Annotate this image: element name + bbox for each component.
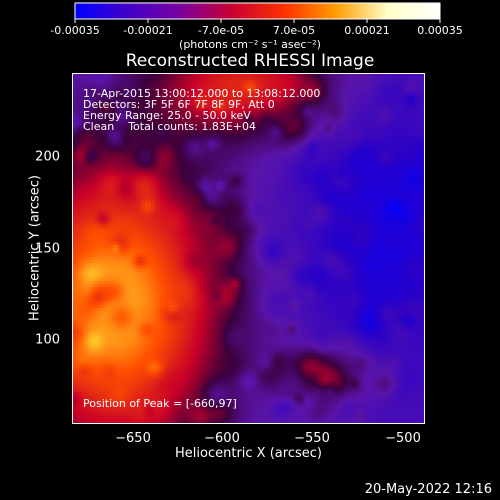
colorbar-tick-label: 0.00021	[344, 24, 390, 37]
x-tick-label: −550	[294, 431, 330, 446]
timestamp: 20-May-2022 12:16	[364, 482, 492, 497]
annotation-energy-range: Energy Range: 25.0 - 50.0 keV	[83, 109, 251, 122]
colorbar-tick-label: -0.00035	[50, 24, 100, 37]
heatmap-plot-area: 17-Apr-2015 13:00:12.000 to 13:08:12.000…	[72, 73, 425, 424]
colorbar-tick-label: 7.0e-05	[272, 24, 316, 37]
colorbar-unit-label: (photons cm⁻² s⁻¹ asec⁻²)	[179, 38, 321, 51]
y-tick-label: 150	[35, 241, 60, 257]
annotation-detectors: Detectors: 3F 5F 6F 7F 8F 9F, Att 0	[83, 98, 275, 111]
y-axis-label: Heliocentric Y (arcsec)	[27, 175, 43, 321]
annotation-peak-position: Position of Peak = [-660,97]	[83, 397, 237, 410]
x-tick-label: −600	[204, 431, 240, 446]
y-tick-label: 100	[35, 332, 60, 348]
annotation-clean-counts: Clean Total counts: 1.83E+04	[83, 120, 257, 133]
chart-title: Reconstructed RHESSI Image	[125, 51, 375, 71]
colorbar-tick-labels: -0.00035 -0.00021 -7.0e-05 7.0e-05 0.000…	[0, 24, 500, 38]
annotation-time-range: 17-Apr-2015 13:00:12.000 to 13:08:12.000	[83, 87, 321, 100]
colorbar-tick-label: 0.00035	[417, 24, 463, 37]
x-tick-label: −650	[115, 431, 151, 446]
x-axis-label: Heliocentric X (arcsec)	[175, 446, 322, 461]
colorbar	[74, 2, 441, 20]
y-tick-label: 200	[35, 149, 60, 165]
heatmap-image	[73, 74, 424, 423]
x-tick-label: −500	[385, 431, 421, 446]
colorbar-tick-label: -0.00021	[123, 24, 173, 37]
colorbar-ticks	[74, 19, 441, 23]
colorbar-tick-label: -7.0e-05	[197, 24, 245, 37]
